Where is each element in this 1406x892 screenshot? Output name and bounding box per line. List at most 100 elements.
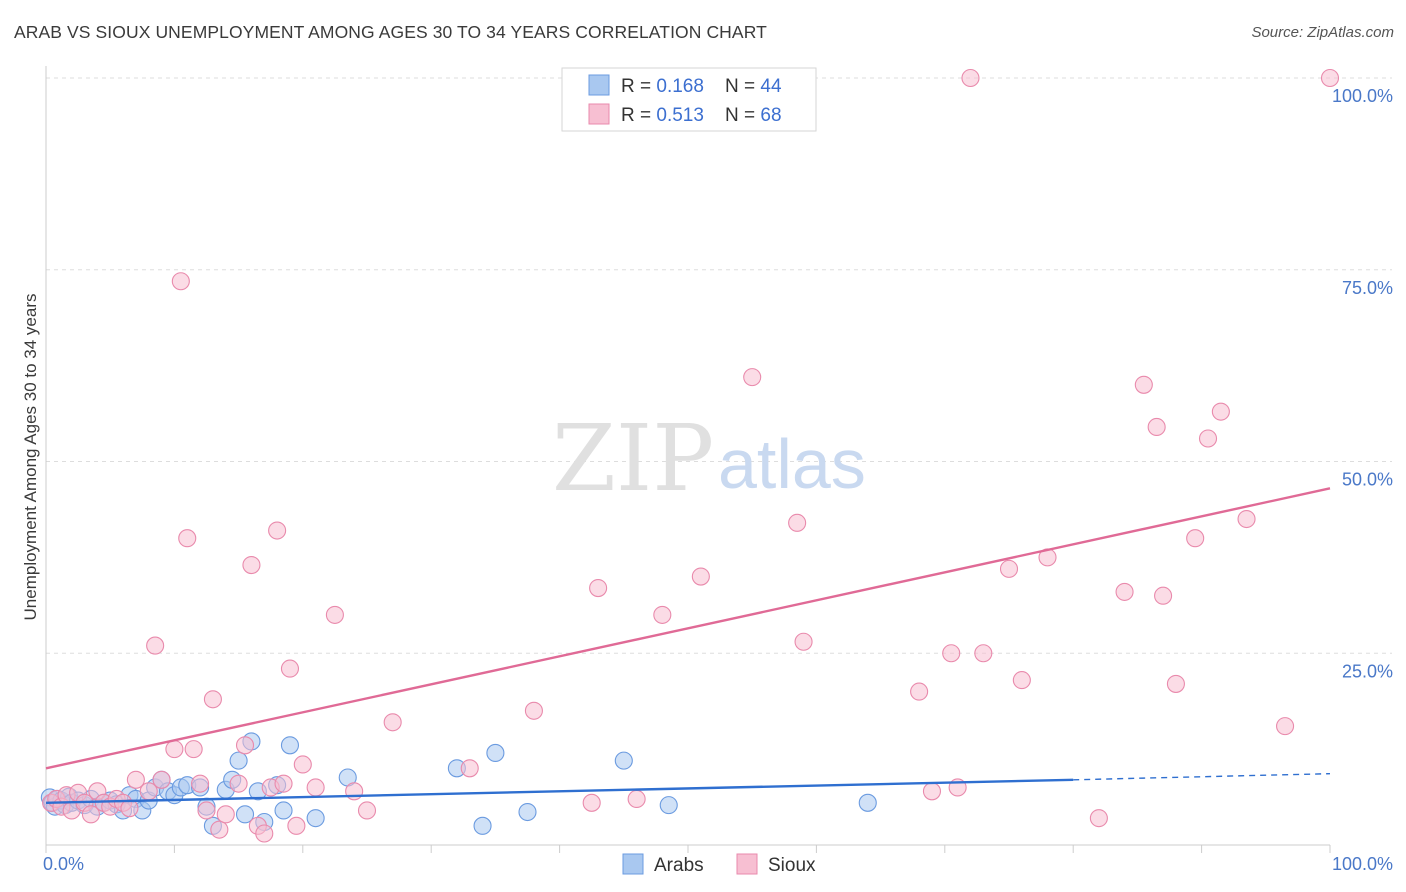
- data-point-arabs: [473, 816, 492, 835]
- data-point-sioux: [1198, 429, 1218, 448]
- data-point-sioux: [126, 770, 145, 789]
- bottom-legend-swatch-arabs: [622, 853, 644, 875]
- data-point-arabs: [614, 751, 633, 770]
- data-point-sioux: [171, 272, 190, 291]
- data-point-sioux: [627, 789, 646, 809]
- data-point-sioux: [999, 559, 1019, 578]
- data-point-sioux: [383, 713, 402, 732]
- data-point-sioux: [197, 801, 216, 820]
- bottom-legend-swatch-sioux: [736, 853, 758, 875]
- data-point-sioux: [460, 759, 479, 778]
- data-point-sioux: [942, 644, 961, 663]
- data-point-sioux: [210, 820, 229, 839]
- data-point-sioux: [325, 605, 344, 624]
- data-point-sioux: [178, 529, 197, 548]
- trend-line-arabs-extension: [1073, 772, 1331, 781]
- watermark-atlas: atlas: [718, 425, 866, 503]
- data-point-sioux: [229, 774, 248, 793]
- svg-text:R = 0.168: R = 0.168: [621, 76, 704, 97]
- data-point-sioux: [357, 801, 377, 820]
- data-point-sioux: [589, 579, 608, 598]
- data-point-sioux: [1134, 375, 1153, 394]
- data-point-arabs: [274, 801, 293, 820]
- data-point-sioux: [1186, 529, 1205, 548]
- data-point-sioux: [582, 793, 601, 812]
- data-point-sioux: [524, 701, 543, 720]
- data-point-sioux: [1089, 809, 1108, 828]
- data-point-sioux: [242, 555, 261, 575]
- data-point-arabs: [306, 809, 325, 828]
- svg-text:N = 68: N = 68: [725, 105, 782, 126]
- data-point-sioux: [1115, 582, 1134, 601]
- trend-line-arabs: [45, 778, 1074, 805]
- x-tick-labels: 0.0% 100.0%: [43, 854, 1393, 874]
- legend-r-value-sioux: 0.513: [656, 105, 704, 126]
- data-point-sioux: [203, 690, 222, 709]
- legend-r-label: R =: [621, 105, 656, 126]
- data-point-sioux: [191, 774, 210, 793]
- data-point-sioux: [146, 636, 165, 655]
- data-point-arabs: [858, 793, 877, 812]
- data-point-sioux: [216, 805, 235, 824]
- legend-n-label: N =: [725, 105, 760, 126]
- data-point-sioux: [788, 513, 807, 532]
- x-tick-label: 100.0%: [1332, 854, 1393, 874]
- data-point-arabs: [659, 796, 678, 815]
- data-point-sioux: [961, 68, 980, 88]
- x-tick-label: 0.0%: [43, 854, 84, 874]
- data-point-arabs: [280, 736, 300, 755]
- data-point-sioux: [922, 782, 942, 801]
- svg-text:R = 0.513: R = 0.513: [621, 105, 704, 126]
- data-point-sioux: [184, 740, 203, 759]
- data-point-sioux: [974, 644, 993, 663]
- trend-lines: [45, 487, 1331, 805]
- legend-swatch-arabs: [588, 74, 610, 96]
- data-point-sioux: [268, 521, 287, 540]
- watermark: ZIP atlas: [552, 405, 866, 512]
- data-point-arabs: [229, 751, 248, 770]
- data-point-sioux: [1012, 671, 1031, 690]
- data-point-sioux: [81, 805, 100, 824]
- trend-line-sioux: [45, 487, 1331, 770]
- data-point-sioux: [306, 778, 325, 797]
- data-point-sioux: [287, 816, 306, 835]
- legend-row-sioux: R = 0.513 N = 68: [588, 103, 782, 126]
- legend-n-label: N =: [725, 76, 760, 97]
- y-tick-label: 50.0%: [1342, 470, 1393, 490]
- y-axis-label: Unemployment Among Ages 30 to 34 years: [21, 294, 40, 621]
- y-tick-labels: 25.0% 50.0% 75.0% 100.0%: [1332, 86, 1393, 681]
- bottom-legend: Arabs Sioux: [622, 853, 816, 876]
- bottom-legend-label-sioux: Sioux: [768, 855, 816, 876]
- legend-r-value-arabs: 0.168: [656, 76, 704, 97]
- data-point-sioux: [794, 632, 813, 651]
- legend-swatch-sioux: [588, 103, 610, 125]
- data-point-sioux: [152, 770, 171, 789]
- data-point-arabs: [486, 743, 505, 763]
- data-point-sioux: [691, 567, 710, 586]
- data-point-sioux: [1147, 417, 1166, 437]
- y-tick-label: 100.0%: [1332, 86, 1393, 106]
- data-point-sioux: [165, 740, 184, 759]
- data-point-sioux: [910, 682, 929, 701]
- legend: R = 0.168 N = 44 R = 0.513 N = 68: [561, 67, 817, 132]
- data-point-sioux: [345, 782, 364, 801]
- data-point-sioux: [293, 755, 312, 774]
- data-point-sioux: [274, 774, 293, 793]
- data-point-sioux: [1166, 674, 1185, 693]
- bottom-legend-label-arabs: Arabs: [654, 855, 704, 876]
- data-point-sioux: [1237, 509, 1256, 529]
- watermark-zip: ZIP: [552, 405, 714, 512]
- data-point-sioux: [1211, 402, 1230, 421]
- y-tick-label: 25.0%: [1342, 661, 1393, 681]
- chart-title: ARAB VS SIOUX UNEMPLOYMENT AMONG AGES 30…: [14, 22, 767, 42]
- data-point-sioux: [743, 368, 762, 387]
- data-points: [40, 68, 1340, 843]
- legend-row-arabs: R = 0.168 N = 44: [588, 74, 782, 97]
- data-point-sioux: [120, 799, 139, 818]
- data-point-sioux: [235, 736, 255, 755]
- legend-n-value-arabs: 44: [760, 76, 782, 97]
- svg-text:N = 44: N = 44: [725, 76, 782, 97]
- data-point-arabs: [518, 802, 537, 822]
- data-point-sioux: [1276, 717, 1295, 736]
- legend-r-label: R =: [621, 76, 656, 97]
